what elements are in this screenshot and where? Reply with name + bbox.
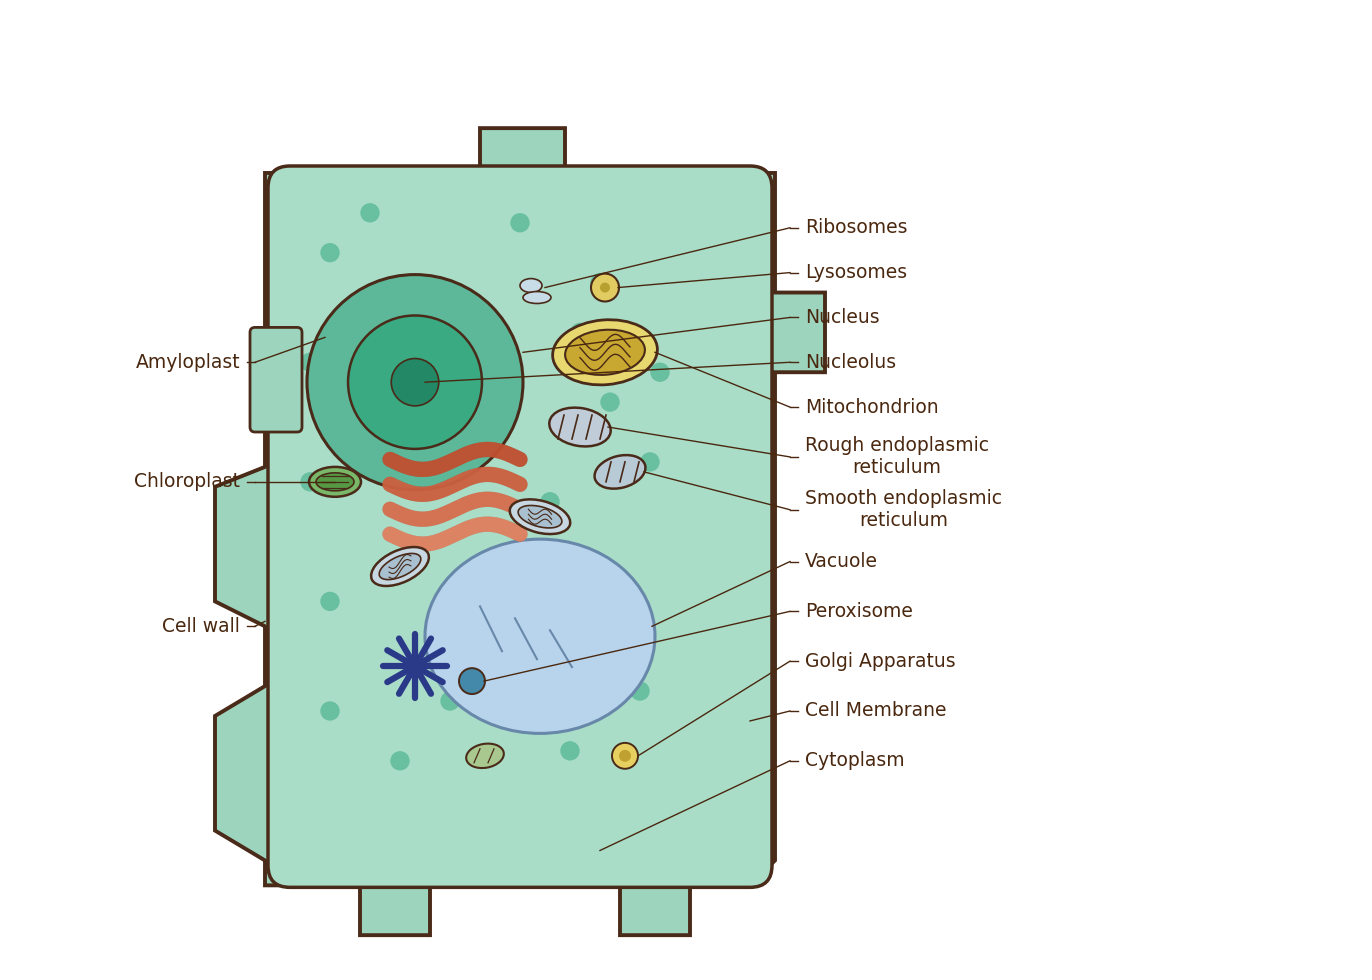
Circle shape xyxy=(321,244,339,262)
Text: Cytoplasm: Cytoplasm xyxy=(805,752,904,770)
Ellipse shape xyxy=(520,278,542,292)
Circle shape xyxy=(571,323,589,341)
Ellipse shape xyxy=(523,291,552,304)
Circle shape xyxy=(600,282,611,293)
Circle shape xyxy=(591,273,609,291)
Circle shape xyxy=(321,593,339,611)
Ellipse shape xyxy=(594,455,645,489)
Circle shape xyxy=(321,702,339,720)
Circle shape xyxy=(391,423,409,441)
Text: Rough endoplasmic
reticulum: Rough endoplasmic reticulum xyxy=(805,436,989,477)
Text: Structure of a plant cell: Structure of a plant cell xyxy=(407,20,965,64)
Circle shape xyxy=(650,364,670,381)
Text: Golgi Apparatus: Golgi Apparatus xyxy=(805,652,956,670)
Text: Cell wall: Cell wall xyxy=(162,616,240,636)
Circle shape xyxy=(307,274,523,490)
Ellipse shape xyxy=(425,539,654,733)
Ellipse shape xyxy=(309,466,361,497)
Circle shape xyxy=(407,660,423,673)
Circle shape xyxy=(460,668,484,694)
Circle shape xyxy=(300,354,320,371)
Circle shape xyxy=(510,214,530,231)
Circle shape xyxy=(631,682,649,700)
Ellipse shape xyxy=(370,547,429,586)
Circle shape xyxy=(561,742,579,760)
Polygon shape xyxy=(215,128,825,935)
Ellipse shape xyxy=(553,319,657,385)
Text: Nucleus: Nucleus xyxy=(805,308,879,327)
Ellipse shape xyxy=(510,500,571,534)
Text: Nucleolus: Nucleolus xyxy=(805,353,896,371)
Text: Mitochondrion: Mitochondrion xyxy=(805,398,938,416)
Text: Smooth endoplasmic
reticulum: Smooth endoplasmic reticulum xyxy=(805,489,1002,530)
FancyBboxPatch shape xyxy=(268,166,772,887)
Circle shape xyxy=(541,493,558,511)
Circle shape xyxy=(601,393,619,411)
Circle shape xyxy=(361,204,379,221)
Circle shape xyxy=(612,743,638,768)
Circle shape xyxy=(300,473,320,491)
Text: Lysosomes: Lysosomes xyxy=(805,263,907,282)
Circle shape xyxy=(521,563,539,580)
Ellipse shape xyxy=(379,554,421,579)
Ellipse shape xyxy=(466,744,504,768)
Ellipse shape xyxy=(549,408,611,447)
Circle shape xyxy=(619,750,631,761)
Circle shape xyxy=(601,593,619,611)
Circle shape xyxy=(641,453,659,470)
Circle shape xyxy=(491,622,509,640)
Text: Amyloplast: Amyloplast xyxy=(136,353,240,371)
Text: Chloroplast: Chloroplast xyxy=(134,472,240,491)
Circle shape xyxy=(391,359,439,406)
Text: Vacuole: Vacuole xyxy=(805,552,878,571)
Circle shape xyxy=(391,752,409,769)
Text: Peroxisome: Peroxisome xyxy=(805,602,912,621)
Circle shape xyxy=(451,314,469,331)
Circle shape xyxy=(348,316,482,449)
Text: Ribosomes: Ribosomes xyxy=(805,219,907,237)
Ellipse shape xyxy=(316,473,354,491)
Text: Cell Membrane: Cell Membrane xyxy=(805,702,947,720)
Ellipse shape xyxy=(519,506,563,528)
Circle shape xyxy=(440,692,460,710)
FancyBboxPatch shape xyxy=(250,327,302,432)
Ellipse shape xyxy=(565,329,645,375)
Circle shape xyxy=(591,273,619,302)
